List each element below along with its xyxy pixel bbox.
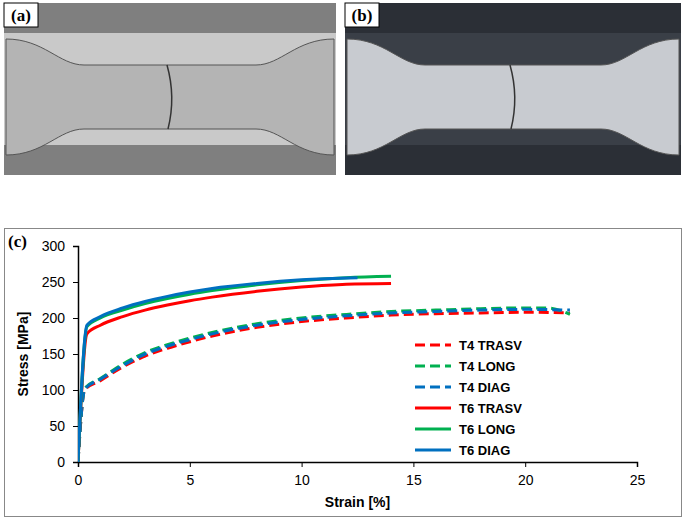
legend-swatch: [415, 344, 451, 347]
y-tick: 300: [42, 238, 78, 254]
legend-swatch: [415, 407, 451, 410]
chart-frame: [5, 229, 682, 517]
x-tick-mark: [525, 462, 526, 467]
y-tick-label: 0: [57, 454, 65, 470]
legend-label: T6 LONG: [459, 422, 515, 437]
x-axis-line: [79, 463, 638, 468]
legend-label: T4 LONG: [459, 359, 515, 374]
panel-label-box: [4, 3, 38, 27]
specimen: [347, 39, 679, 155]
x-tick-label: 0: [75, 472, 83, 488]
x-tick-label: 25: [630, 472, 646, 488]
legend-swatch: [415, 449, 451, 452]
x-tick: 20: [518, 462, 534, 488]
y-tick-label: 250: [42, 274, 66, 290]
x-tick-mark: [302, 462, 303, 467]
panel-label: (c): [8, 232, 27, 251]
x-axis: 0 5 10 15 20 25: [75, 462, 646, 488]
panel-label-box: [345, 3, 379, 27]
fracture-line: [510, 65, 515, 129]
legend-label: T6 DIAG: [459, 443, 510, 458]
series-line: [78, 312, 570, 462]
plot-area: [78, 276, 570, 462]
x-tick-mark: [190, 462, 191, 467]
y-tick: 250: [42, 274, 78, 290]
specimen: [6, 39, 334, 155]
legend-swatch: [415, 386, 451, 389]
legend-label: T4 DIAG: [459, 380, 510, 395]
y-tick-mark: [73, 354, 78, 355]
x-tick-label: 5: [186, 472, 194, 488]
photo-background: [4, 3, 336, 175]
panel-label: (b): [352, 6, 373, 25]
x-tick-label: 20: [518, 472, 534, 488]
series-line: [78, 278, 358, 462]
y-tick-label: 50: [49, 418, 65, 434]
y-tick: 150: [42, 346, 78, 362]
x-tick-mark: [413, 462, 414, 467]
figure: (a)(b)(c)0510152025050100150200250300Str…: [0, 0, 685, 520]
x-tick-label: 15: [406, 472, 422, 488]
fracture-line: [167, 65, 172, 129]
photo-panel: (a): [4, 3, 336, 175]
y-axis: 0 50 100 150 200 250 300: [42, 238, 79, 470]
y-tick-label: 100: [42, 382, 66, 398]
photo-background: [345, 3, 681, 175]
x-tick: 25: [630, 462, 646, 488]
y-tick-label: 200: [42, 310, 66, 326]
series-line: [78, 276, 391, 462]
panel-label: (a): [11, 6, 31, 25]
x-axis-title: Strain [%]: [325, 494, 390, 510]
legend-swatch: [415, 428, 451, 431]
y-tick-label: 150: [42, 346, 66, 362]
y-tick-label: 300: [42, 238, 66, 254]
y-tick-mark: [73, 318, 78, 319]
y-tick: 0: [57, 454, 78, 470]
legend-swatch: [415, 365, 451, 368]
y-axis-title: Stress [MPa]: [15, 312, 31, 397]
x-tick-mark: [637, 462, 638, 467]
y-tick-mark: [73, 246, 78, 247]
y-tick: 100: [42, 382, 78, 398]
y-tick-mark: [73, 426, 78, 427]
x-tick: 10: [294, 462, 310, 488]
photo-panel: (b): [345, 3, 681, 175]
series-line: [78, 309, 570, 462]
legend-label: T6 TRASV: [459, 401, 522, 416]
x-tick-label: 10: [294, 472, 310, 488]
x-tick: 0: [75, 462, 83, 488]
y-tick: 50: [49, 418, 78, 434]
y-tick: 200: [42, 310, 78, 326]
x-tick: 15: [406, 462, 422, 488]
legend: T4 TRASV T4 LONG T4 DIAG T6 TRASV T6 LONG T6 …: [415, 338, 522, 458]
y-tick-mark: [73, 282, 78, 283]
y-axis-line: [73, 247, 79, 463]
y-tick-mark: [73, 462, 78, 463]
y-tick-mark: [73, 390, 78, 391]
legend-label: T4 TRASV: [459, 338, 522, 353]
series-line: [78, 308, 570, 462]
x-tick: 5: [186, 462, 194, 488]
